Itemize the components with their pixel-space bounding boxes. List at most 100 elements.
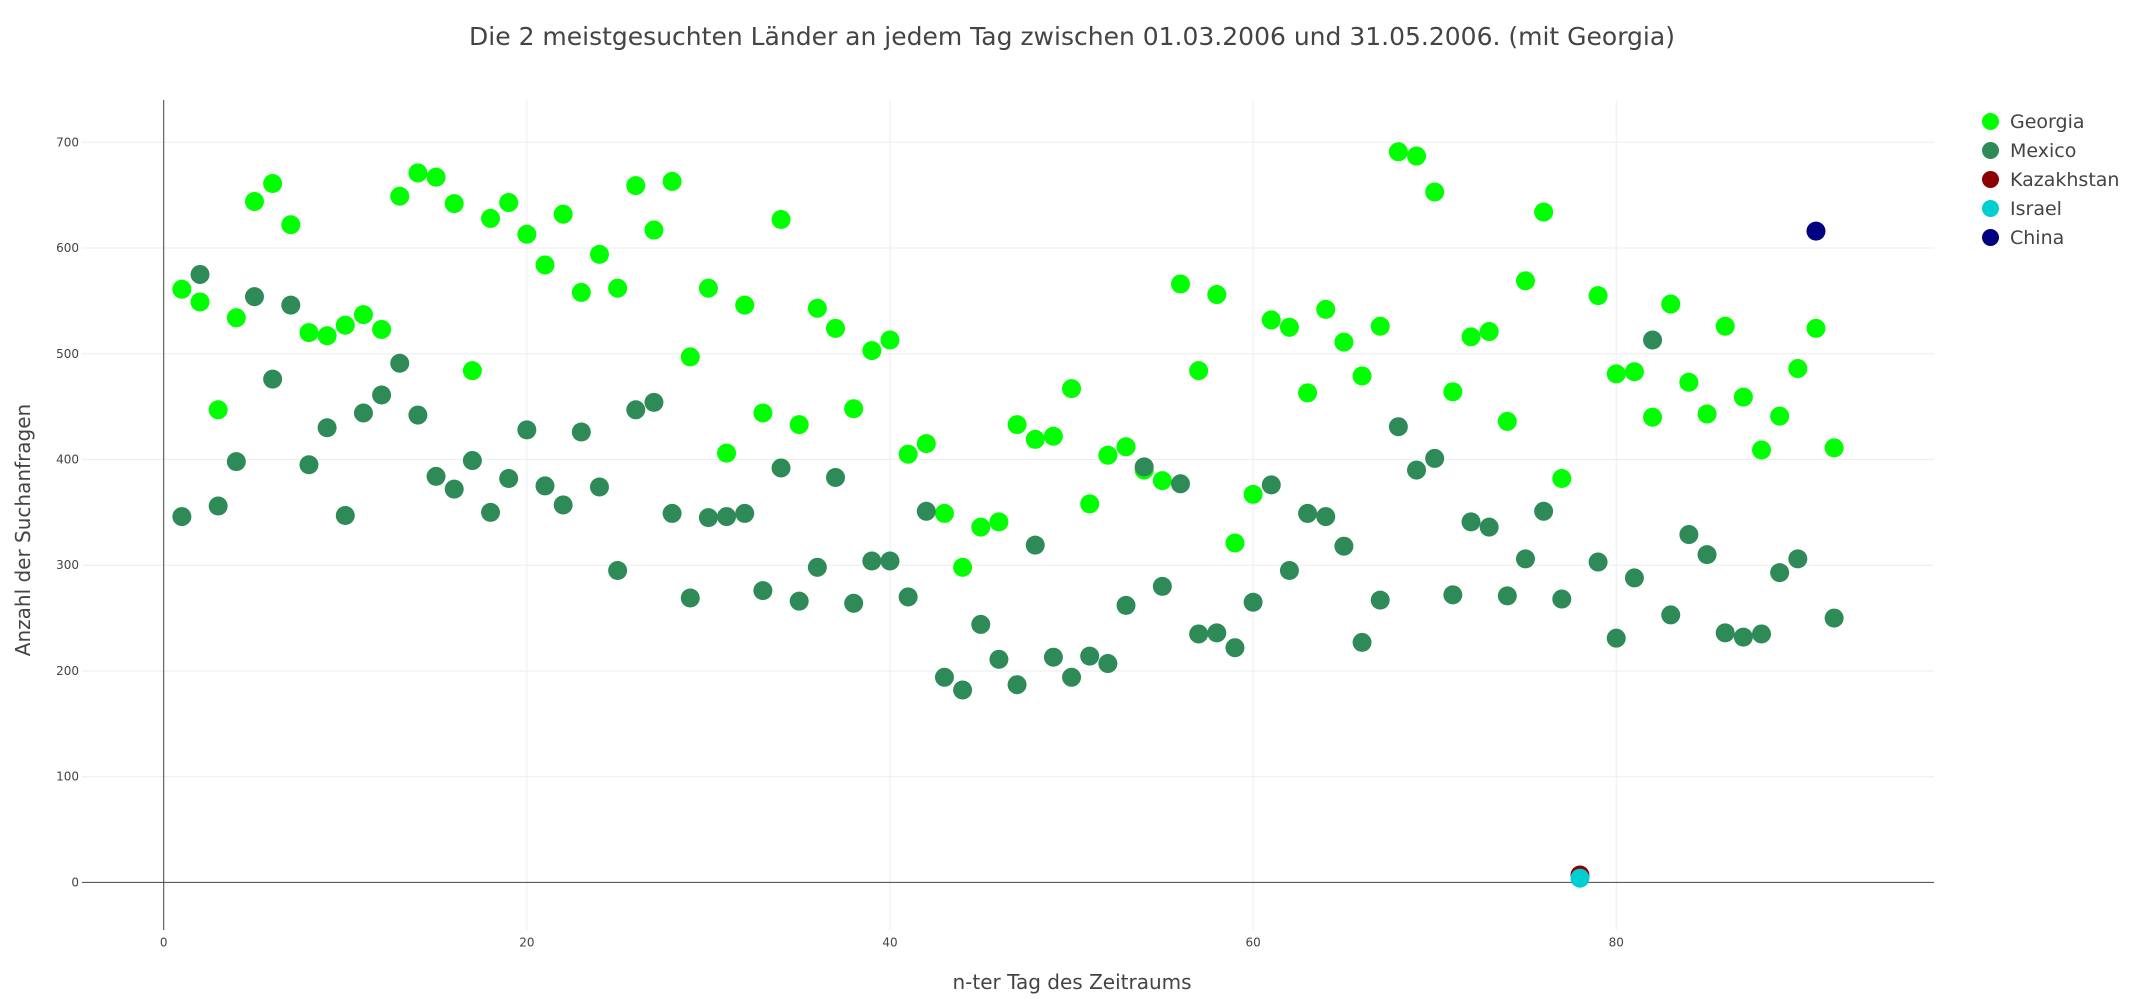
y-tick-label: 500	[56, 347, 79, 361]
y-tick-label: 600	[56, 241, 79, 255]
y-tick-label: 400	[56, 452, 79, 466]
point-mexico	[281, 295, 301, 315]
point-mexico	[190, 264, 210, 284]
point-georgia	[1243, 484, 1263, 504]
point-mexico	[535, 476, 555, 496]
legend-item-georgia[interactable]: Georgia	[1982, 107, 2119, 136]
point-georgia	[1770, 406, 1790, 426]
point-mexico	[553, 495, 573, 515]
point-mexico	[1588, 552, 1608, 572]
point-georgia	[208, 400, 228, 420]
point-georgia	[1806, 318, 1826, 338]
point-mexico	[789, 591, 809, 611]
point-georgia	[462, 361, 482, 381]
point-mexico	[1679, 525, 1699, 545]
point-mexico	[916, 501, 936, 521]
point-georgia	[753, 403, 773, 423]
point-georgia	[1080, 494, 1100, 514]
point-georgia	[226, 308, 246, 328]
point-mexico	[662, 503, 682, 523]
point-georgia	[263, 174, 283, 194]
point-mexico	[1007, 675, 1027, 695]
point-mexico	[862, 551, 882, 571]
point-georgia	[481, 208, 501, 228]
legend-label: Israel	[2010, 197, 2062, 220]
point-georgia	[698, 278, 718, 298]
point-mexico	[1407, 460, 1427, 480]
point-georgia	[1334, 332, 1354, 352]
legend-item-kazakhstan[interactable]: Kazakhstan	[1982, 165, 2119, 194]
point-georgia	[1679, 372, 1699, 392]
point-mexico	[1515, 549, 1535, 569]
legend-label: Kazakhstan	[2010, 168, 2120, 191]
point-mexico	[1715, 623, 1735, 643]
point-georgia	[934, 503, 954, 523]
legend-item-israel[interactable]: Israel	[1982, 194, 2119, 223]
y-tick-label: 0	[71, 875, 79, 889]
point-mexico	[826, 467, 846, 487]
point-georgia	[1298, 383, 1318, 403]
point-georgia	[1752, 440, 1772, 460]
point-georgia	[426, 167, 446, 187]
point-georgia	[662, 171, 682, 191]
point-mexico	[1534, 501, 1554, 521]
point-georgia	[335, 315, 355, 335]
point-georgia	[408, 163, 428, 183]
point-mexico	[1025, 535, 1045, 555]
point-mexico	[898, 587, 918, 607]
point-georgia	[1515, 271, 1535, 291]
point-mexico	[644, 392, 664, 412]
point-georgia	[1098, 445, 1118, 465]
point-mexico	[1479, 517, 1499, 537]
point-georgia	[971, 517, 991, 537]
point-mexico	[208, 496, 228, 516]
legend-item-china[interactable]: China	[1982, 223, 2119, 252]
point-mexico	[226, 452, 246, 472]
point-georgia	[680, 347, 700, 367]
point-mexico	[880, 551, 900, 571]
point-mexico	[844, 593, 864, 613]
legend-marker-icon	[1982, 200, 1999, 217]
point-georgia	[1116, 437, 1136, 457]
x-tick-label: 40	[882, 935, 897, 949]
point-mexico	[1824, 608, 1844, 628]
y-tick-label: 300	[56, 558, 79, 572]
data-points	[172, 142, 1844, 888]
point-mexico	[1098, 654, 1118, 674]
point-georgia	[1388, 142, 1408, 162]
point-georgia	[1697, 404, 1717, 424]
x-tick-label: 80	[1609, 935, 1624, 949]
point-georgia	[735, 295, 755, 315]
point-georgia	[1007, 415, 1027, 435]
point-mexico	[1116, 595, 1136, 615]
tick-labels: 0 20 40 60 80 0 100 200 300 400 500 600 700	[56, 135, 1624, 949]
point-china	[1806, 221, 1826, 241]
point-mexico	[735, 503, 755, 523]
point-georgia	[571, 282, 591, 302]
point-israel	[1570, 868, 1590, 888]
x-tick-label: 0	[160, 935, 168, 949]
point-georgia	[1225, 533, 1245, 553]
point-mexico	[1733, 627, 1753, 647]
point-georgia	[898, 444, 918, 464]
point-mexico	[1497, 586, 1517, 606]
point-mexico	[608, 561, 628, 581]
point-georgia	[1425, 182, 1445, 202]
point-georgia	[880, 330, 900, 350]
point-mexico	[1624, 568, 1644, 588]
point-georgia	[244, 192, 264, 212]
point-georgia	[190, 292, 210, 312]
point-mexico	[299, 455, 319, 475]
point-mexico	[1298, 503, 1318, 523]
axes	[82, 100, 1934, 930]
point-georgia	[1043, 426, 1063, 446]
legend-item-mexico[interactable]: Mexico	[1982, 136, 2119, 165]
point-georgia	[1824, 438, 1844, 458]
legend-marker-icon	[1982, 171, 1999, 188]
point-georgia	[916, 434, 936, 454]
point-mexico	[1643, 330, 1663, 350]
point-georgia	[372, 319, 392, 339]
point-georgia	[1552, 469, 1572, 489]
point-mexico	[372, 385, 392, 405]
point-mexico	[1152, 576, 1172, 596]
